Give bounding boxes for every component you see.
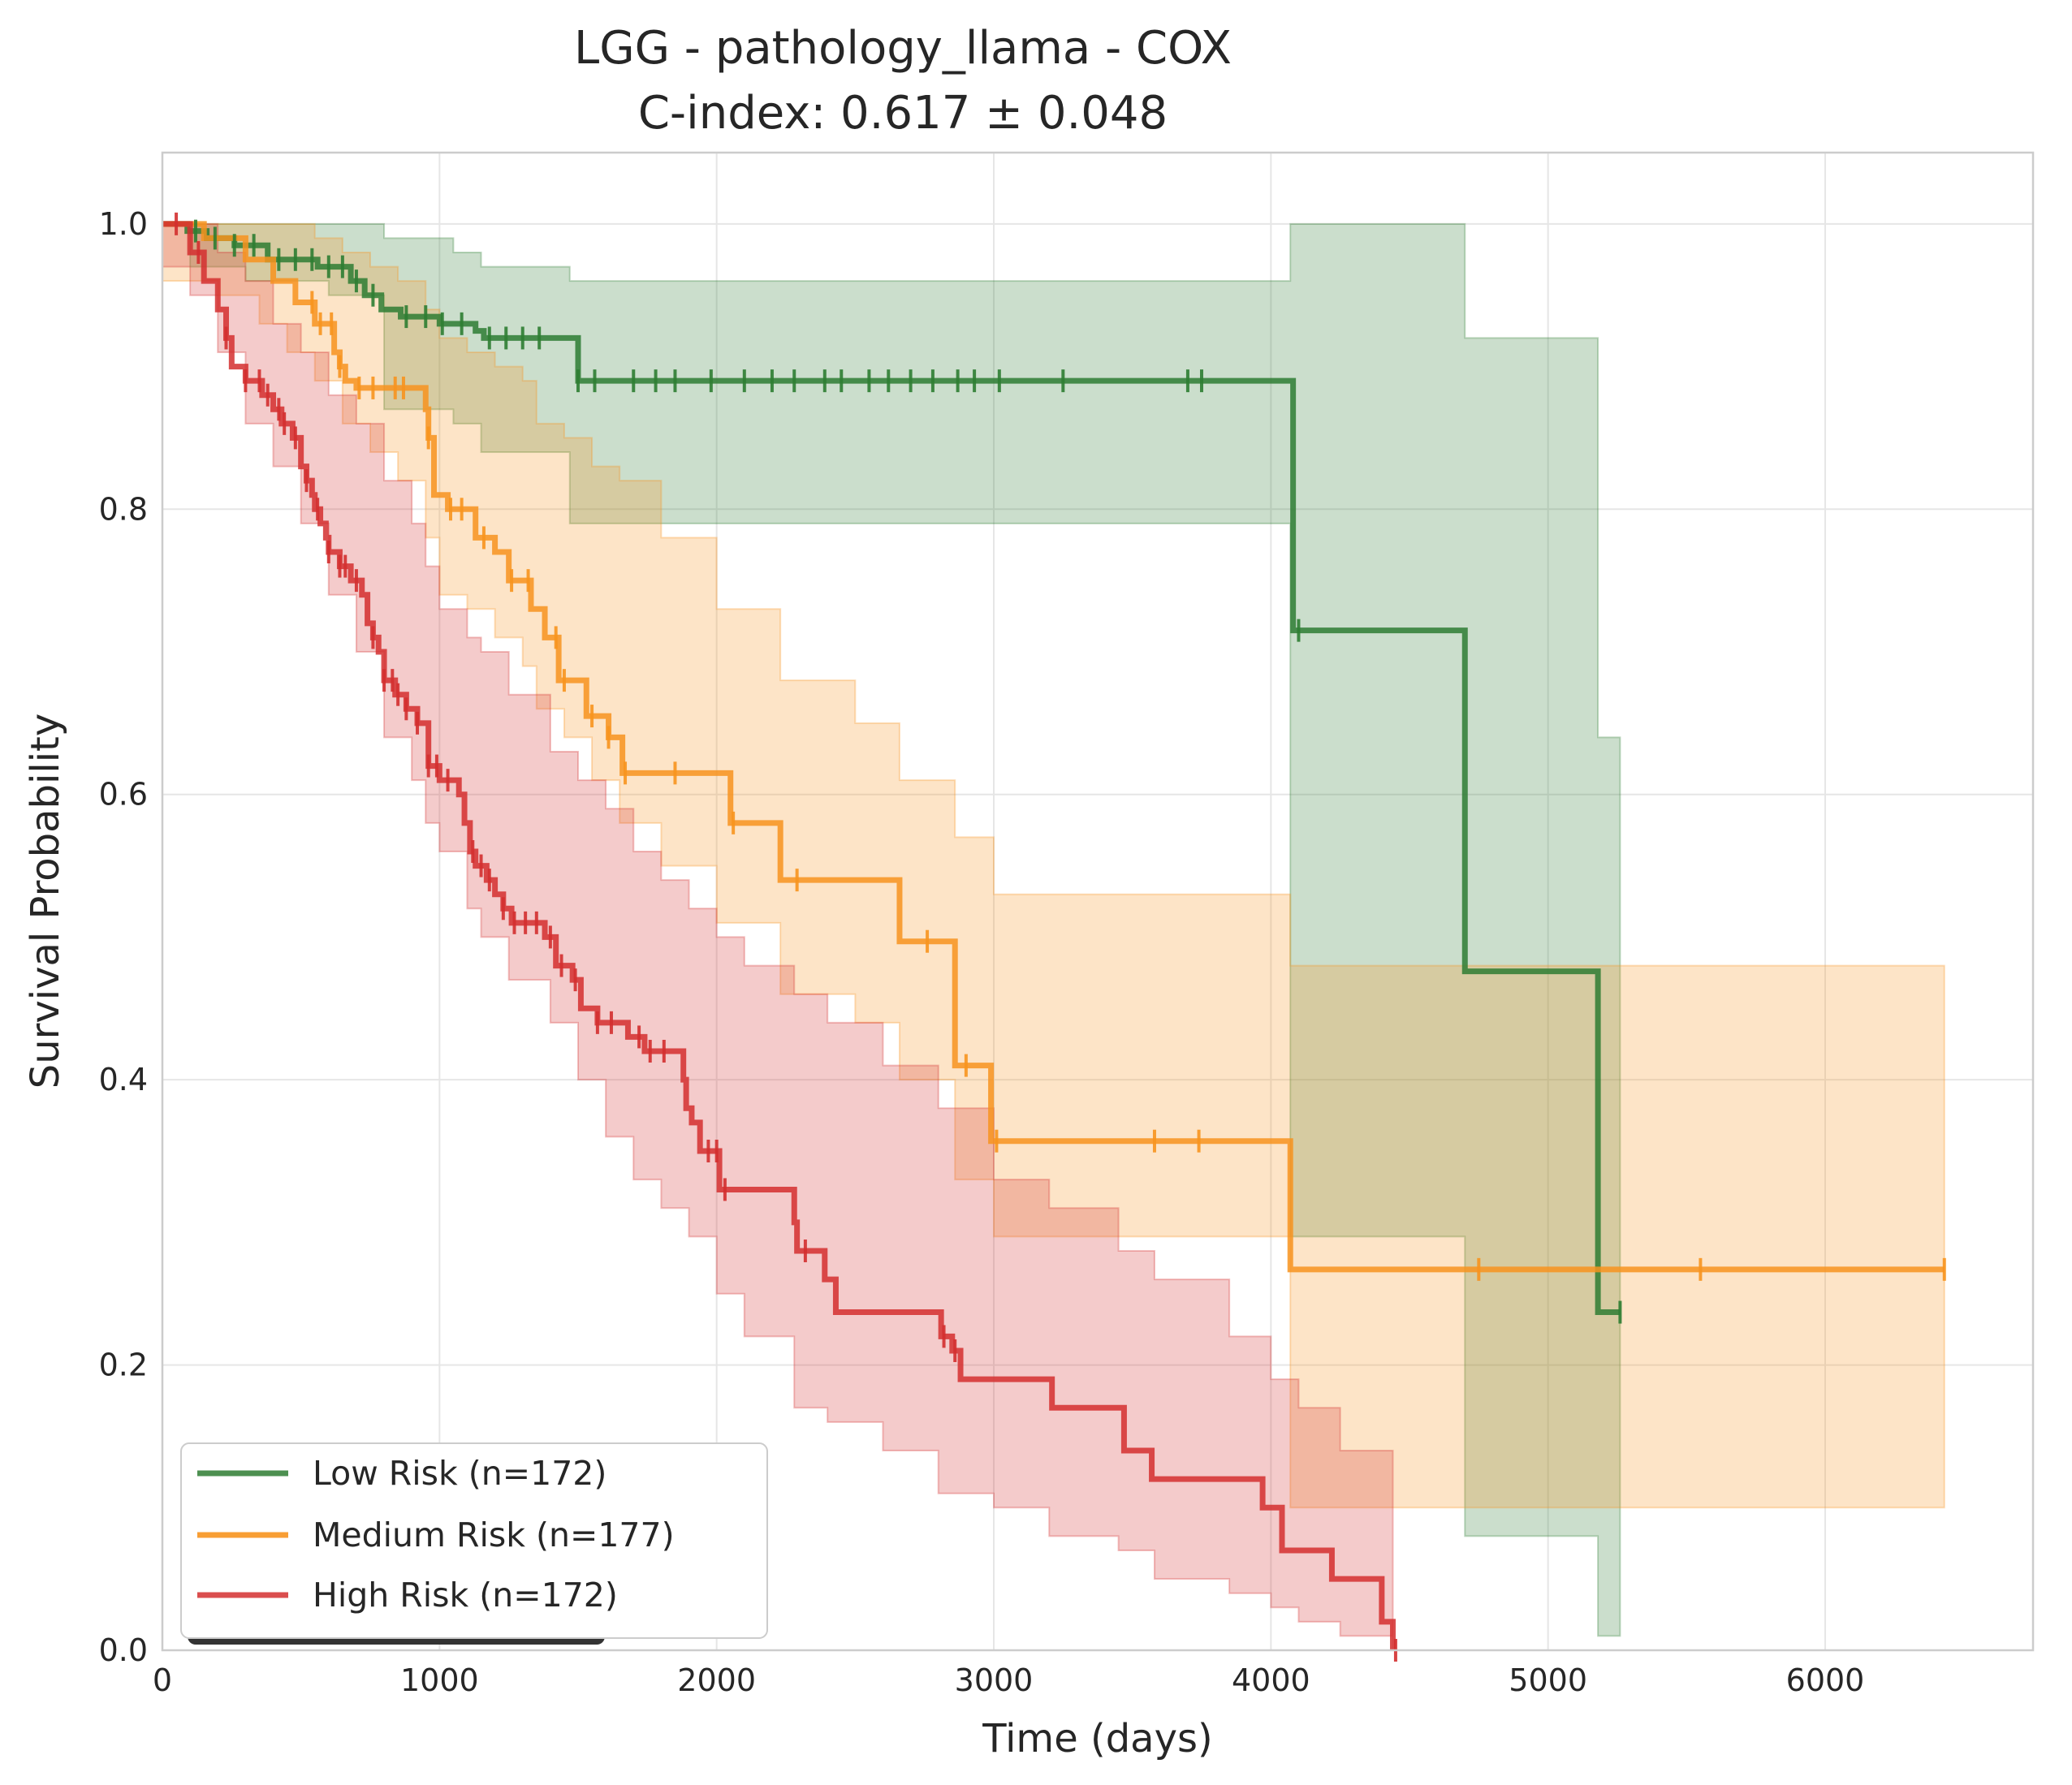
x-axis-ticks: 0 1000 2000 3000 4000 5000 6000 — [153, 1662, 1864, 1698]
plot-frame — [161, 151, 2035, 1652]
plot-area — [162, 153, 2033, 1650]
y-tick-label: 1.0 — [99, 206, 148, 242]
confidence-band-medium — [162, 222, 1945, 1509]
x-tick-label: 5000 — [1509, 1662, 1587, 1698]
censor-marks — [175, 212, 1946, 1662]
x-tick-label: 4000 — [1232, 1662, 1310, 1698]
chart-title: LGG - pathology_llama - COX — [574, 22, 1232, 75]
grid — [162, 153, 2033, 1650]
chart-subtitle: C-index: 0.617 ± 0.048 — [638, 87, 1168, 140]
y-tick-label: 0.8 — [99, 491, 148, 527]
y-tick-label: 0.4 — [99, 1062, 148, 1097]
x-tick-label: 1000 — [400, 1662, 479, 1698]
y-tick-label: 0.6 — [99, 777, 148, 813]
x-tick-label: 3000 — [955, 1662, 1034, 1698]
legend-box — [180, 1442, 768, 1639]
y-tick-label: 0.2 — [99, 1347, 148, 1383]
survival-curve-high — [162, 221, 1396, 1650]
x-tick-label: 6000 — [1786, 1662, 1865, 1698]
legend-label-medium: Medium Risk (n=177) — [313, 1516, 675, 1554]
y-tick-label: 0.0 — [99, 1632, 148, 1668]
x-tick-label: 2000 — [677, 1662, 756, 1698]
x-tick-label: 0 — [153, 1662, 172, 1698]
legend-label-low: Low Risk (n=172) — [313, 1454, 606, 1493]
x-axis-label: Time (days) — [982, 1716, 1212, 1761]
y-axis-ticks: 0.0 0.2 0.4 0.6 0.8 1.0 — [99, 206, 148, 1668]
y-axis-label: Survival Probability — [23, 714, 68, 1089]
legend: Low Risk (n=172) Medium Risk (n=177) Hig… — [180, 1442, 768, 1645]
legend-label-high: High Risk (n=172) — [313, 1576, 618, 1615]
